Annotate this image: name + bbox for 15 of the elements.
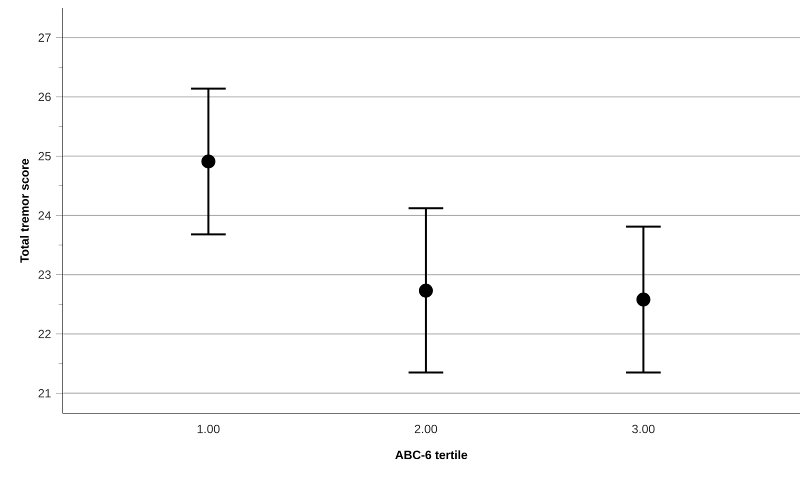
point	[418, 284, 433, 298]
point	[201, 154, 216, 168]
y-axis-title: Total tremor score	[20, 158, 29, 263]
x-tick-label: 2.00	[414, 424, 438, 434]
x-axis-title: ABC-6 tertile	[395, 450, 468, 460]
y-tick-label: 21	[38, 388, 51, 398]
y-tick-label: 24	[38, 211, 51, 220]
y-tick-label: 26	[38, 92, 51, 102]
y-tick-label: 23	[38, 270, 51, 279]
point	[636, 292, 650, 307]
x-tick-label: 3.00	[632, 424, 655, 434]
y-tick-label: 25	[38, 152, 51, 160]
y-tick-label: 22	[38, 330, 51, 338]
y-tick-label: 27	[38, 33, 51, 42]
x-tick-label: 1.00	[198, 424, 220, 434]
